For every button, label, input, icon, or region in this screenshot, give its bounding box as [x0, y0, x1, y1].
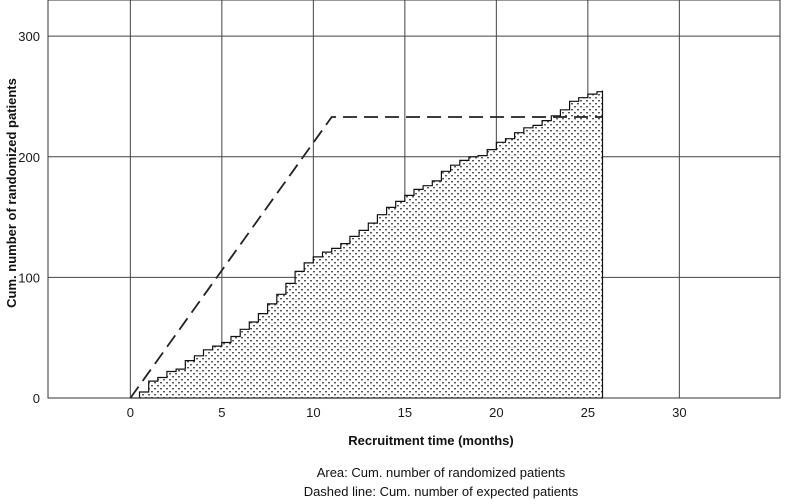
randomized-area-layer	[130, 90, 604, 399]
x-tick-label-30: 30	[672, 405, 686, 420]
x-tick-label-25: 25	[581, 405, 595, 420]
x-tick-label-20: 20	[489, 405, 503, 420]
plot-frame	[47, 0, 781, 399]
x-tick-label-15: 15	[398, 405, 412, 420]
caption-area: Area: Cum. number of randomized patients	[317, 465, 566, 480]
y-tick-label-0: 0	[33, 391, 40, 406]
x-tick-label-10: 10	[306, 405, 320, 420]
x-tick-label-5: 5	[218, 405, 225, 420]
randomized-area	[130, 90, 604, 399]
y-tick-label-300: 300	[18, 29, 40, 44]
expected-dashed-line	[129, 116, 603, 399]
expected-line-layer	[129, 116, 603, 399]
y-tick-label-200: 200	[18, 150, 40, 165]
y-axis-title: Cum. number of randomized patients	[4, 78, 19, 308]
y-tick-label-100: 100	[18, 270, 40, 285]
x-tick-label-0: 0	[127, 405, 134, 420]
x-axis-title: Recruitment time (months)	[348, 433, 513, 448]
caption-dashed: Dashed line: Cum. number of expected pat…	[304, 484, 579, 499]
